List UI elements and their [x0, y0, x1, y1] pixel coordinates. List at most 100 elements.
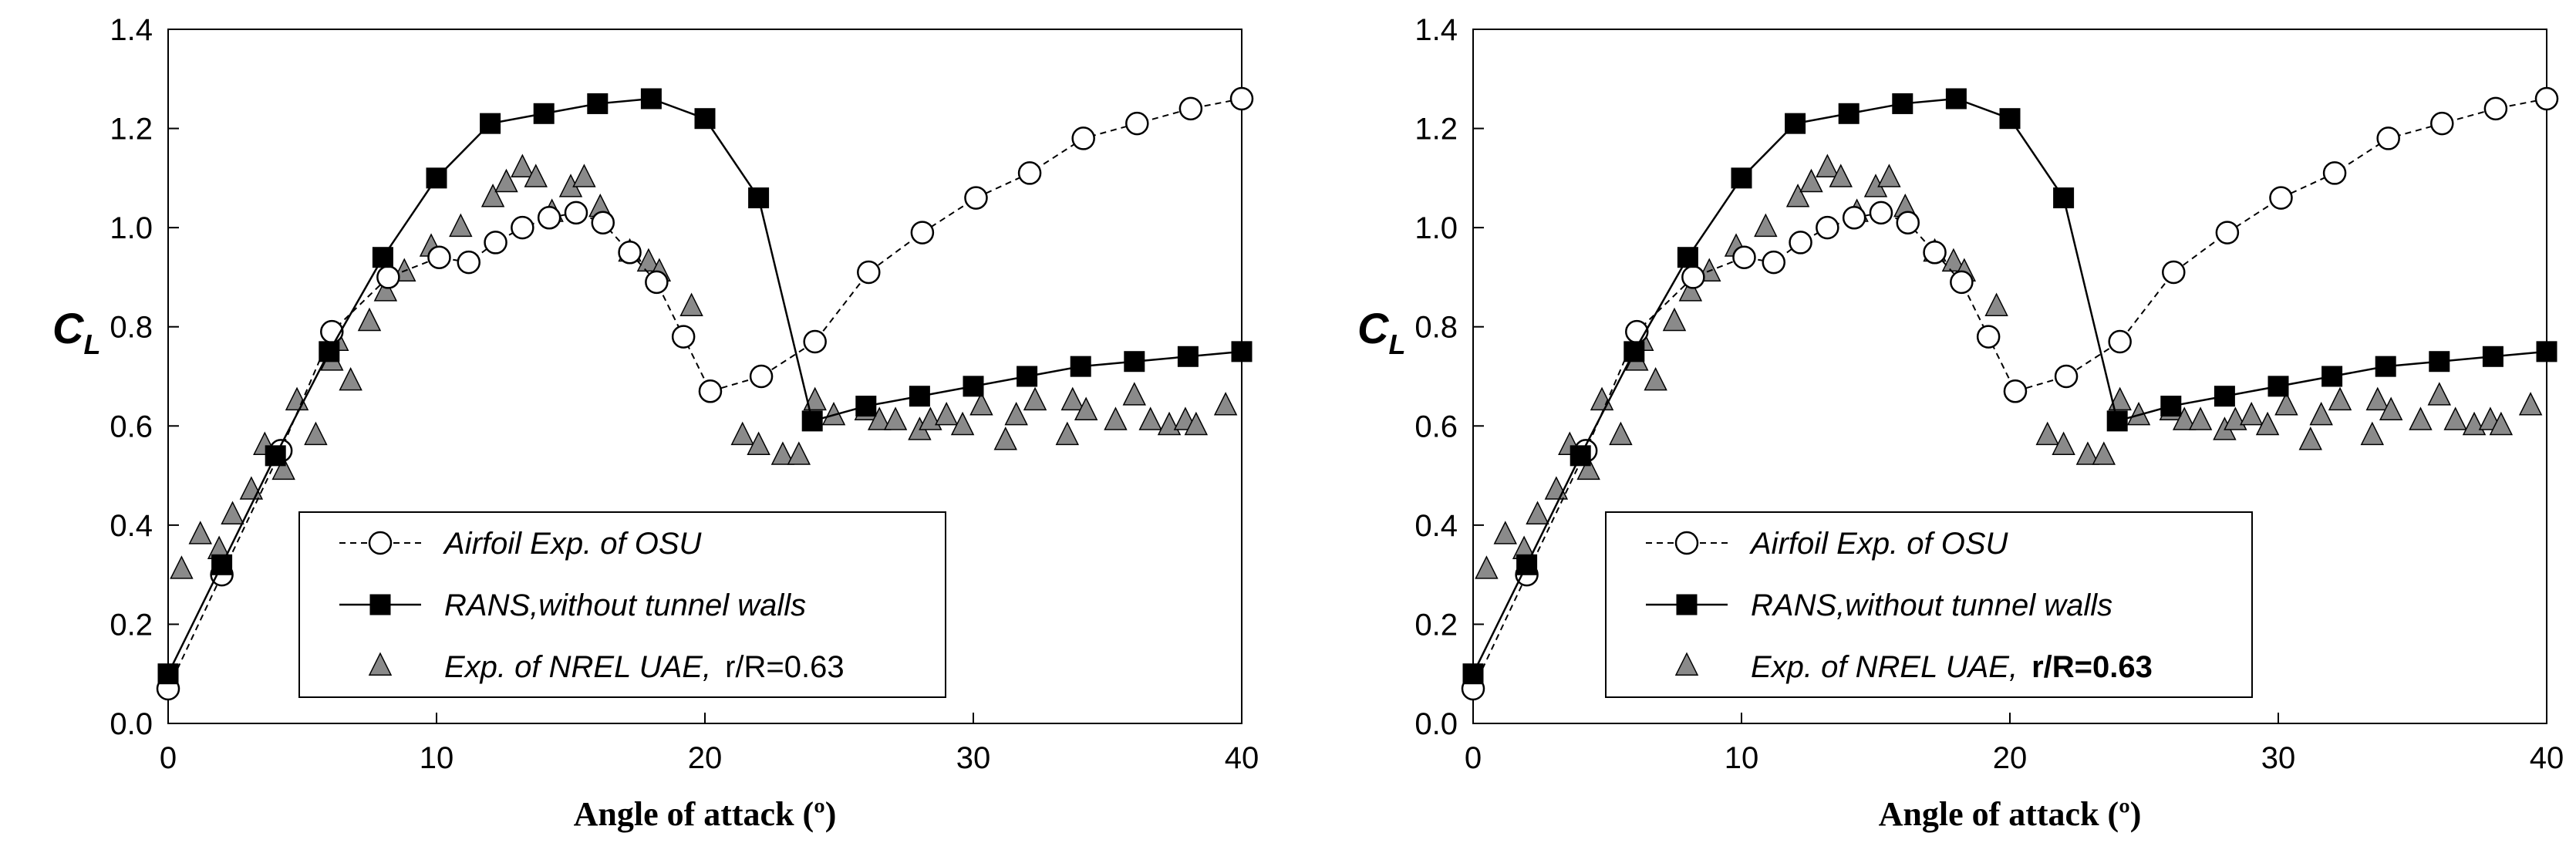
data-point: [2430, 111, 2454, 136]
legend-label: Exp. of NREL UAE, r/R=0.63: [444, 650, 845, 684]
data-point: [855, 396, 877, 417]
data-point: [1229, 86, 1254, 111]
data-point: [373, 278, 398, 302]
data-point: [1799, 168, 1823, 193]
data-point: [883, 406, 908, 430]
data-point: [749, 364, 774, 389]
data-point: [221, 501, 244, 524]
data-point: [1762, 250, 1786, 275]
data-point: [640, 88, 662, 110]
legend: Airfoil Exp. of OSU RANS,without tunnel w…: [1605, 511, 2253, 698]
data-point: [1950, 270, 1974, 295]
data-point: [1644, 366, 1667, 391]
data-point: [747, 431, 770, 455]
data-point: [694, 108, 716, 130]
data-point: [1055, 421, 1080, 446]
y-tick-label: 0.0: [110, 707, 153, 741]
data-point: [211, 554, 233, 575]
data-point: [2309, 401, 2333, 426]
data-point: [572, 164, 596, 187]
legend-marker: [1674, 652, 1699, 676]
y-tick-label: 1.4: [110, 13, 153, 47]
data-point: [524, 164, 548, 187]
data-point: [1071, 126, 1095, 150]
data-point: [1984, 292, 2008, 316]
data-point: [2108, 329, 2132, 354]
data-point: [339, 366, 362, 391]
data-point: [2462, 411, 2487, 436]
legend-label: Airfoil Exp. of OSU: [1749, 527, 2009, 561]
data-point: [2518, 392, 2543, 416]
data-point: [1678, 278, 1703, 302]
data-point: [2075, 441, 2100, 465]
data-point: [376, 265, 400, 289]
x-tick-label: 20: [688, 741, 723, 775]
data-point: [671, 325, 696, 349]
data-point: [511, 153, 534, 177]
data-point: [909, 386, 930, 407]
data-point: [857, 260, 881, 285]
data-point: [1789, 231, 1812, 255]
data-point: [2106, 410, 2128, 432]
data-point: [1124, 351, 1145, 373]
data-point: [2409, 406, 2433, 430]
data-point: [1213, 392, 1238, 416]
data-point: [1125, 111, 1149, 136]
y-tick-label: 1.0: [110, 211, 153, 245]
data-point: [1570, 445, 1591, 467]
y-tick-label: 0.6: [110, 410, 153, 443]
y-tick-label: 0.8: [1414, 311, 1458, 345]
data-point: [964, 186, 988, 210]
data-point: [1017, 161, 1042, 185]
data-point: [1060, 386, 1084, 411]
y-tick-label: 1.2: [110, 113, 153, 147]
y-tick-label: 0.2: [110, 608, 153, 642]
data-point: [2108, 386, 2132, 411]
legend-marker: [368, 652, 393, 676]
data-point: [1516, 554, 1538, 575]
data-point: [1732, 245, 1756, 269]
data-point: [2255, 411, 2280, 436]
y-axis-label-subscript: L: [1388, 329, 1405, 360]
data-point: [304, 421, 328, 446]
y-axis-label: CL: [52, 304, 100, 360]
x-tick-label: 10: [420, 741, 454, 775]
legend-marker: [1674, 531, 1699, 555]
data-point: [1681, 265, 1705, 289]
data-point: [698, 379, 723, 403]
data-point: [533, 103, 555, 124]
data-point: [1829, 164, 1853, 187]
y-tick-label: 0.6: [1414, 410, 1458, 443]
data-point: [801, 410, 823, 432]
data-point: [636, 248, 661, 272]
data-point: [2298, 426, 2322, 450]
data-point: [2274, 392, 2298, 416]
y-tick-label: 1.2: [1414, 113, 1458, 147]
data-point: [2365, 386, 2389, 411]
data-point: [2035, 421, 2059, 446]
data-point: [1526, 501, 1549, 524]
data-point: [1070, 356, 1091, 377]
data-point: [188, 521, 212, 545]
legend-label: Airfoil Exp. of OSU: [443, 527, 703, 561]
series-2: [157, 88, 1253, 685]
data-point: [1877, 164, 1901, 187]
data-point: [803, 329, 827, 354]
data-point: [2267, 376, 2289, 397]
data-point: [2003, 379, 2028, 403]
data-point: [372, 247, 393, 268]
data-point: [618, 241, 642, 265]
data-point: [1896, 211, 1920, 234]
data-point: [2536, 341, 2557, 362]
data-point: [2379, 396, 2403, 420]
data-point: [2483, 96, 2508, 121]
data-point: [1177, 346, 1199, 367]
data-point: [426, 167, 447, 189]
data-point: [1122, 382, 1147, 406]
x-tick-label: 20: [1993, 741, 2028, 775]
data-point: [1785, 184, 1810, 207]
data-point: [969, 392, 993, 416]
legend-label: RANS,without tunnel walls: [444, 588, 806, 622]
data-point: [2092, 441, 2116, 465]
